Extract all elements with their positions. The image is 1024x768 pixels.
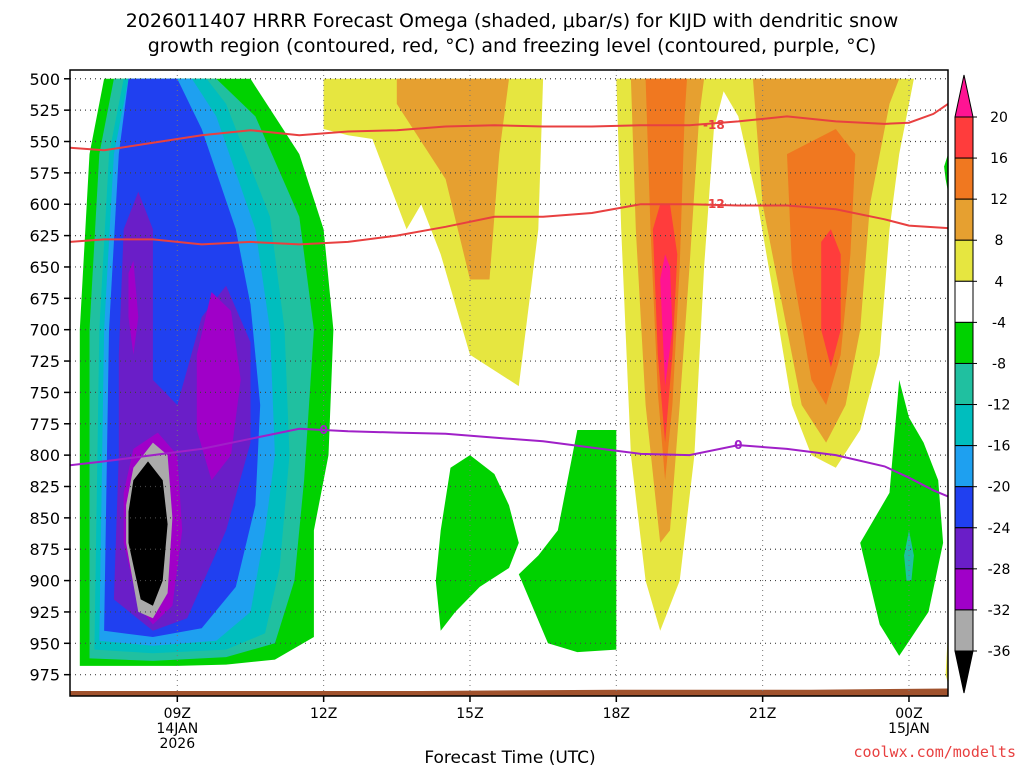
colorbar-label-8: -16	[988, 439, 1011, 455]
colorbar-label-13: -36	[988, 644, 1011, 660]
x-tick-label-15Z-0: 15Z	[456, 706, 483, 722]
colorbar-label-11: -28	[988, 562, 1011, 578]
colorbar-segment-2	[954, 198, 974, 241]
x-tick-label-09Z-0: 09Z	[164, 706, 191, 722]
colorbar-label-6: -8	[992, 356, 1006, 372]
axes-layer: 500 525 550 575 600 625 650 675 700 725 750 775 800 8…	[29, 69, 949, 752]
y-tick-label-900: 900	[29, 572, 60, 591]
y-tick-label-500: 500	[29, 70, 60, 89]
credit-text: coolwx.com/modelts	[853, 743, 1016, 761]
colorbar-segment-7	[954, 404, 974, 447]
omega-region-lower-ascent-green-2	[518, 430, 617, 653]
y-tick-label-825: 825	[29, 477, 60, 496]
x-tick-label-18Z-0: 18Z	[603, 706, 630, 722]
y-tick-label-700: 700	[29, 321, 60, 340]
colorbar-segment-11	[954, 568, 974, 611]
colorbar-label-12: -32	[988, 603, 1011, 619]
colorbar-label-7: -12	[988, 398, 1011, 414]
omega-region-ascent-core-purple-mid	[196, 292, 241, 481]
y-tick-label-975: 975	[29, 666, 60, 685]
y-tick-label-775: 775	[29, 415, 60, 434]
y-tick-label-875: 875	[29, 540, 60, 559]
y-tick-label-575: 575	[29, 164, 60, 183]
contour-label-dgz-top-0: -18	[703, 118, 725, 132]
y-tick-label-550: 550	[29, 133, 60, 152]
y-tick-label-600: 600	[29, 195, 60, 214]
colorbar-segment-1	[954, 157, 974, 200]
colorbar-label-10: -24	[988, 521, 1011, 537]
contour-dgz-top	[70, 103, 948, 152]
y-tick-label-725: 725	[29, 352, 60, 371]
contour-label-freezing-level-0: 0	[319, 423, 327, 437]
colorbar-label-0: 20	[990, 110, 1008, 126]
colorbar-segment-5	[954, 321, 974, 364]
y-tick-label-850: 850	[29, 509, 60, 528]
colorbar-segment-3	[954, 239, 974, 282]
plot-frame	[69, 69, 949, 697]
contour-label-freezing-level-1: 0	[734, 438, 742, 452]
colorbar-label-9: -20	[988, 480, 1011, 496]
colorbar-label-3: 8	[995, 233, 1004, 249]
colorbar-label-1: 16	[990, 151, 1008, 167]
x-tick-label-12Z-0: 12Z	[310, 706, 337, 722]
chart-title-line-2: growth region (contoured, red, °C) and f…	[148, 35, 877, 57]
omega-region-ascent-core-purple-upper	[128, 260, 139, 355]
terrain-strip	[70, 688, 948, 696]
colorbar-label-2: 12	[990, 192, 1008, 208]
contour-freezing-level	[70, 427, 948, 498]
y-tick-label-750: 750	[29, 383, 60, 402]
x-tick-label-00Z-1: 15JAN	[888, 721, 930, 737]
y-tick-label-675: 675	[29, 289, 60, 308]
chart-title-line-1: 2026011407 HRRR Forecast Omega (shaded, …	[126, 10, 899, 32]
colorbar-label-4: 4	[995, 274, 1004, 290]
colorbar-segment-0	[954, 116, 974, 159]
colorbar-segment-10	[954, 527, 974, 570]
y-tick-label-800: 800	[29, 446, 60, 465]
contour-label-dgz-bottom-0: -12	[703, 197, 725, 211]
contour-dgz-bottom	[70, 203, 948, 246]
y-tick-label-625: 625	[29, 227, 60, 246]
omega-shading-layer	[70, 78, 948, 696]
omega-region-edge-green-575	[944, 154, 948, 192]
x-tick-label-09Z-2: 2026	[159, 736, 195, 752]
y-tick-label-950: 950	[29, 634, 60, 653]
colorbar-segment-8	[954, 445, 974, 488]
colorbar-label-5: -4	[992, 315, 1006, 331]
colorbar-segment-4	[954, 280, 974, 323]
y-tick-label-925: 925	[29, 603, 60, 622]
colorbar-segment-12	[954, 609, 974, 652]
colorbar-segment-6	[954, 362, 974, 406]
omega-region-lower-ascent-green-3	[860, 379, 944, 656]
x-tick-label-21Z-0: 21Z	[749, 706, 776, 722]
y-tick-label-525: 525	[29, 101, 60, 120]
x-axis-label: Forecast Time (UTC)	[424, 748, 595, 768]
y-tick-label-650: 650	[29, 258, 60, 277]
x-tick-label-09Z-1: 14JAN	[156, 721, 198, 737]
colorbar: 20 16 12 8 4 -4 -8 -12 -16 -20 -24 -28 -32 -36	[954, 74, 1011, 694]
colorbar-segment-9	[954, 486, 974, 529]
omega-region-lower-ascent-green-1	[435, 455, 519, 631]
colorbar-bottom-arrow	[954, 650, 974, 694]
omega-region-subsidence-magenta	[660, 254, 673, 387]
omega-region-ascent-core-black	[128, 461, 168, 606]
x-tick-label-00Z-0: 00Z	[895, 706, 922, 722]
contour-layer: -18 -12 0 0	[70, 103, 948, 498]
